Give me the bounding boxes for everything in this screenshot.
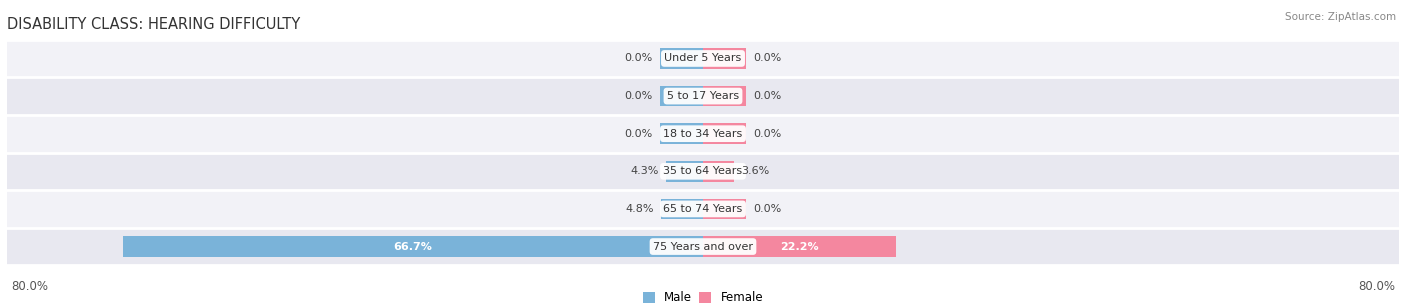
Bar — [703, 199, 747, 219]
Text: 4.8%: 4.8% — [626, 204, 654, 214]
Text: Source: ZipAtlas.com: Source: ZipAtlas.com — [1285, 12, 1396, 22]
Text: 4.3%: 4.3% — [630, 166, 658, 176]
Text: 0.0%: 0.0% — [754, 53, 782, 63]
Bar — [659, 123, 703, 144]
Text: 0.0%: 0.0% — [754, 204, 782, 214]
Text: 18 to 34 Years: 18 to 34 Years — [664, 129, 742, 139]
Bar — [7, 115, 1399, 152]
Text: 0.0%: 0.0% — [624, 91, 652, 101]
Text: DISABILITY CLASS: HEARING DIFFICULTY: DISABILITY CLASS: HEARING DIFFICULTY — [7, 16, 301, 31]
Text: 75 Years and over: 75 Years and over — [652, 242, 754, 252]
Text: 0.0%: 0.0% — [624, 129, 652, 139]
Bar — [703, 123, 747, 144]
Bar — [703, 161, 734, 182]
Text: 80.0%: 80.0% — [1358, 280, 1395, 293]
Text: 65 to 74 Years: 65 to 74 Years — [664, 204, 742, 214]
Text: 22.2%: 22.2% — [780, 242, 818, 252]
Legend: Male, Female: Male, Female — [638, 287, 768, 305]
Text: 35 to 64 Years: 35 to 64 Years — [664, 166, 742, 176]
Bar — [7, 77, 1399, 115]
Text: 3.6%: 3.6% — [741, 166, 769, 176]
Text: 66.7%: 66.7% — [394, 242, 432, 252]
Bar — [122, 236, 703, 257]
Bar — [665, 161, 703, 182]
Bar — [659, 86, 703, 106]
Text: Under 5 Years: Under 5 Years — [665, 53, 741, 63]
Bar — [659, 48, 703, 69]
Text: 0.0%: 0.0% — [624, 53, 652, 63]
Bar — [7, 190, 1399, 228]
Text: 0.0%: 0.0% — [754, 91, 782, 101]
Bar — [7, 40, 1399, 77]
Text: 5 to 17 Years: 5 to 17 Years — [666, 91, 740, 101]
Bar — [703, 86, 747, 106]
Bar — [7, 152, 1399, 190]
Bar — [703, 48, 747, 69]
Text: 0.0%: 0.0% — [754, 129, 782, 139]
Bar — [661, 199, 703, 219]
Bar — [703, 236, 896, 257]
Text: 80.0%: 80.0% — [11, 280, 48, 293]
Bar — [7, 228, 1399, 265]
